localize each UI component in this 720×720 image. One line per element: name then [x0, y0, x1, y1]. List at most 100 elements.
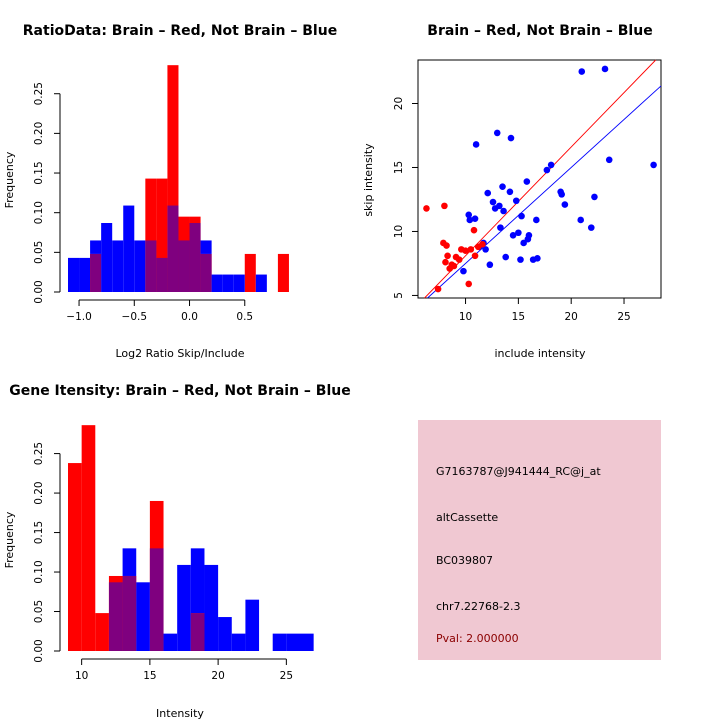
scatter-title: Brain – Red, Not Brain – Blue [427, 23, 652, 39]
not-brain-point-15 [499, 183, 506, 190]
not-brain-point-25 [520, 239, 527, 247]
brain-point-15 [470, 226, 478, 234]
intensity-scatter-panel: Brain – Red, Not Brain – Blue include in… [362, 23, 662, 360]
not-brain-bar-10 [245, 599, 260, 651]
brain-fit-line [424, 59, 657, 299]
not-brain-bar-7 [204, 564, 219, 651]
brain-point-8 [450, 262, 458, 270]
not-brain-point-31 [534, 255, 541, 262]
ratio-histogram-bars [68, 65, 289, 292]
y-tick-label: 5 [393, 292, 405, 299]
not-brain-point-32 [543, 166, 551, 174]
not-brain-bar-13 [211, 274, 223, 292]
x-tick-label: −1.0 [66, 311, 92, 323]
not-brain-bar-11 [272, 633, 287, 651]
not-brain-fit-line [427, 85, 662, 299]
not-brain-point-20 [509, 232, 517, 239]
not-brain-point-14 [497, 224, 504, 231]
brain-bar-2 [95, 613, 109, 651]
not-brain-point-21 [512, 197, 520, 205]
scatter-xlabel: include intensity [494, 347, 586, 360]
not-brain-point-24 [518, 212, 525, 220]
overlap-bar-7 [145, 240, 157, 292]
x-tick-label: 10 [459, 311, 472, 323]
not-brain-bar-9 [231, 633, 246, 651]
brain-bar-1 [145, 178, 157, 292]
not-brain-bar-14 [222, 274, 234, 292]
overlap-bar-8 [156, 257, 168, 292]
info-accession: BC039807 [436, 554, 493, 567]
brain-point-5 [443, 242, 450, 249]
not-brain-bar-6 [190, 548, 205, 614]
not-brain-point-40 [591, 193, 598, 201]
not-brain-point-30 [533, 216, 540, 224]
overlap-bar-6 [190, 613, 205, 651]
overlap-bar-12 [200, 253, 212, 292]
not-brain-point-26 [523, 178, 531, 185]
overlap-bar-3 [149, 548, 164, 651]
not-brain-bar-15 [233, 274, 245, 292]
x-tick-label: 25 [617, 311, 630, 323]
y-tick-label: 0.25 [33, 442, 45, 465]
brain-point-16 [471, 252, 479, 260]
brain-point-18 [479, 240, 486, 248]
not-brain-bar-2 [136, 582, 150, 651]
y-tick-label: 0.15 [33, 161, 45, 184]
not-brain-point-8 [484, 189, 492, 197]
y-tick-label: 0.25 [33, 82, 45, 105]
brain-bar-3 [167, 65, 179, 292]
intensity-histogram-panel: Gene Itensity: Brain – Red, Not Brain – … [3, 383, 351, 720]
brain-bar-8 [277, 253, 289, 292]
y-tick-label: 0.05 [33, 600, 45, 623]
info-probe-id: G7163787@J941444_RC@j_at [436, 465, 601, 478]
x-tick-label: 0.0 [181, 311, 198, 323]
not-brain-bar-12 [200, 240, 212, 254]
x-tick-label: 0.5 [236, 311, 253, 323]
scatter-ylabel: skip intensity [362, 143, 375, 217]
brain-bar-2 [156, 178, 168, 292]
brain-point-1 [434, 285, 442, 293]
brain-bar-0 [68, 463, 82, 651]
not-brain-point-9 [486, 261, 494, 269]
brain-point-4 [442, 258, 449, 266]
not-brain-bar-5 [123, 205, 135, 292]
info-panel: G7163787@J941444_RC@j_at altCassette BC0… [418, 420, 661, 660]
not-brain-point-13 [496, 202, 503, 210]
intensity-histogram-xlabel: Intensity [156, 707, 204, 720]
not-brain-bar-4 [163, 633, 178, 651]
not-brain-point-17 [502, 253, 509, 261]
not-brain-bar-12 [286, 633, 300, 651]
y-tick-label: 0.10 [33, 201, 45, 224]
not-brain-point-36 [561, 201, 569, 208]
not-brain-point-43 [650, 161, 657, 169]
not-brain-point-12 [493, 129, 501, 137]
brain-point-13 [465, 280, 473, 288]
y-tick-label: 0.20 [33, 122, 45, 145]
overlap-bar-10 [178, 240, 190, 292]
y-tick-label: 0.15 [33, 521, 45, 544]
info-panel-background [418, 420, 661, 660]
not-brain-point-4 [472, 141, 480, 148]
not-brain-point-23 [517, 256, 524, 263]
scatter-points [423, 65, 657, 293]
x-tick-label: 20 [565, 311, 578, 323]
info-event-type: altCassette [436, 511, 498, 524]
not-brain-point-0 [460, 267, 467, 275]
not-brain-point-7 [482, 246, 489, 253]
not-brain-point-18 [506, 188, 514, 196]
x-tick-label: 15 [512, 311, 525, 323]
y-tick-label: 0.10 [33, 560, 45, 583]
overlap-bar-0 [108, 582, 123, 651]
brain-point-0 [423, 205, 430, 212]
scatter-axes: 10 15 20 25 5 10 15 20 [393, 97, 631, 323]
not-brain-bar-4 [112, 240, 124, 292]
info-location: chr7.22768-2.3 [436, 600, 521, 613]
y-tick-label: 0.00 [33, 639, 45, 662]
not-brain-point-3 [471, 215, 479, 222]
not-brain-point-37 [577, 216, 585, 224]
not-brain-point-22 [515, 229, 522, 237]
overlap-bar-1 [122, 575, 137, 651]
not-brain-bar-5 [177, 564, 191, 651]
y-tick-label: 0.00 [33, 280, 45, 303]
brain-point-19 [444, 252, 451, 260]
